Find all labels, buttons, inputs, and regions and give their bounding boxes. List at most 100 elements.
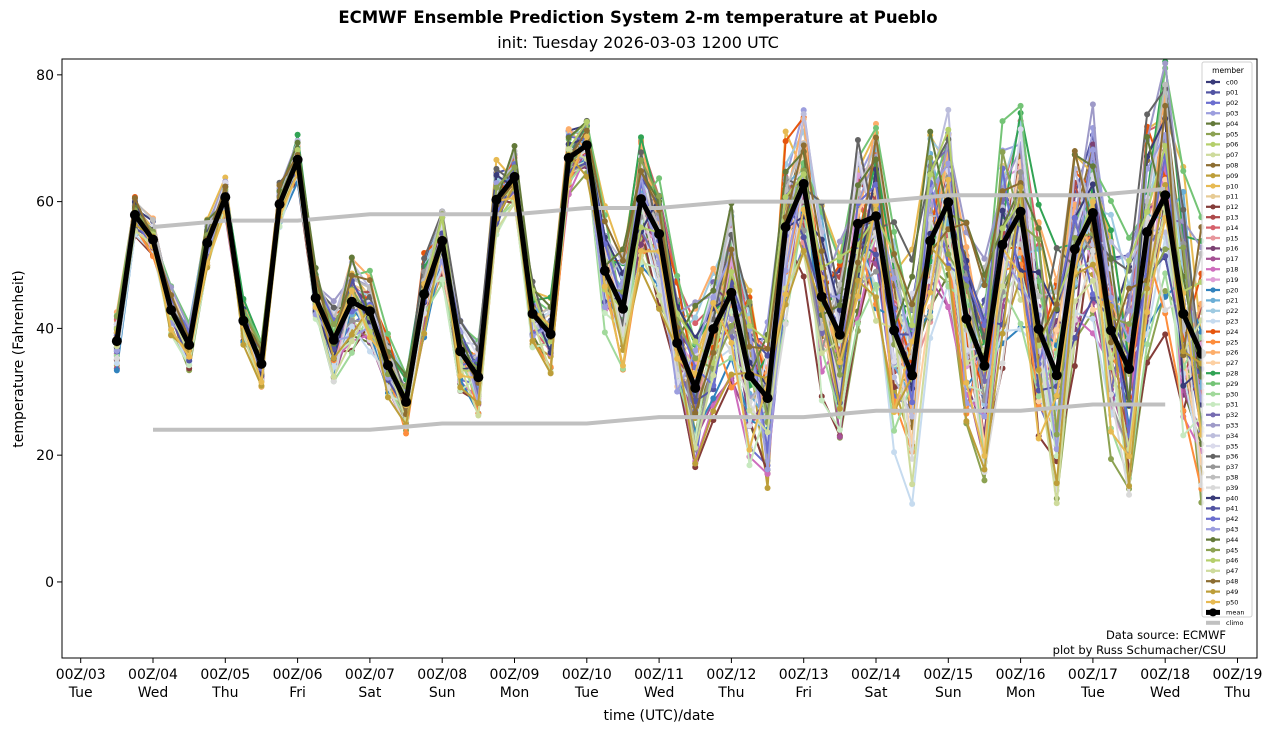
member-point bbox=[511, 143, 518, 150]
mean-point bbox=[672, 337, 683, 348]
member-point bbox=[1126, 453, 1133, 460]
member-point bbox=[728, 323, 735, 330]
legend-marker bbox=[1210, 485, 1216, 491]
legend-item-p06: p06 bbox=[1206, 141, 1238, 149]
member-point bbox=[1089, 181, 1096, 188]
legend-item-p39: p39 bbox=[1206, 484, 1238, 492]
member-point bbox=[619, 362, 626, 369]
member-point bbox=[583, 127, 590, 134]
legend-marker bbox=[1210, 329, 1216, 335]
member-point bbox=[999, 360, 1006, 367]
legend-marker bbox=[1210, 308, 1216, 314]
member-point bbox=[963, 276, 970, 283]
member-point bbox=[330, 304, 337, 311]
legend-label: p34 bbox=[1226, 432, 1238, 440]
legend-marker bbox=[1210, 381, 1216, 387]
member-point bbox=[186, 362, 193, 369]
y-tick-label: 0 bbox=[45, 575, 54, 591]
member-point bbox=[493, 165, 500, 172]
legend-item-p50: p50 bbox=[1206, 598, 1238, 606]
member-point bbox=[945, 303, 952, 310]
legend-item-p22: p22 bbox=[1206, 307, 1238, 315]
member-point bbox=[186, 353, 193, 360]
legend-item-p37: p37 bbox=[1206, 463, 1238, 471]
member-point bbox=[638, 157, 645, 164]
mean-point bbox=[419, 289, 430, 300]
member-point bbox=[800, 234, 807, 241]
x-tick-dow: Fri bbox=[289, 685, 306, 701]
mean-point bbox=[238, 315, 249, 326]
legend-marker bbox=[1210, 505, 1216, 511]
x-tick-label: 00Z/18 bbox=[1140, 667, 1190, 683]
member-point bbox=[1162, 143, 1169, 150]
mean-point bbox=[708, 324, 719, 335]
member-point bbox=[764, 352, 771, 359]
member-point bbox=[113, 367, 120, 374]
member-point bbox=[818, 397, 825, 404]
member-point bbox=[457, 384, 464, 391]
member-point bbox=[1089, 141, 1096, 148]
member-point bbox=[294, 131, 301, 138]
x-tick-label: 00Z/05 bbox=[200, 667, 250, 683]
member-point bbox=[294, 146, 301, 153]
member-point bbox=[927, 313, 934, 320]
member-point bbox=[963, 244, 970, 251]
member-point bbox=[1126, 483, 1133, 490]
mean-point bbox=[780, 221, 791, 232]
legend-title: member bbox=[1212, 66, 1245, 75]
member-point bbox=[927, 128, 934, 135]
x-tick-dow: Thu bbox=[717, 685, 744, 701]
member-point bbox=[601, 218, 608, 225]
mean-point bbox=[907, 370, 918, 381]
climo-high-line bbox=[152, 186, 1166, 229]
legend-label: p18 bbox=[1226, 266, 1238, 274]
mean-point bbox=[581, 140, 592, 151]
legend-item-p15: p15 bbox=[1206, 234, 1238, 242]
member-point bbox=[330, 378, 337, 385]
legend-marker bbox=[1210, 256, 1216, 262]
member-point bbox=[728, 316, 735, 323]
legend-marker bbox=[1210, 599, 1216, 605]
member-point bbox=[981, 282, 988, 289]
legend-item-p48: p48 bbox=[1206, 578, 1238, 586]
member-point bbox=[638, 248, 645, 255]
member-point bbox=[1180, 382, 1187, 389]
legend-item-p45: p45 bbox=[1206, 546, 1238, 554]
mean-point bbox=[925, 235, 936, 246]
legend-marker bbox=[1210, 433, 1216, 439]
legend-item-p24: p24 bbox=[1206, 328, 1238, 336]
x-tick-label: 00Z/12 bbox=[706, 667, 756, 683]
member-point bbox=[366, 334, 373, 341]
member-point bbox=[529, 337, 536, 344]
member-point bbox=[403, 430, 410, 437]
member-point bbox=[1162, 176, 1169, 183]
member-point bbox=[1107, 211, 1114, 218]
member-point bbox=[1071, 148, 1078, 155]
legend-marker bbox=[1210, 578, 1216, 584]
legend-label: p10 bbox=[1226, 182, 1238, 190]
mean-point bbox=[1160, 190, 1171, 201]
member-point bbox=[891, 374, 898, 381]
legend-item-p08: p08 bbox=[1206, 162, 1238, 170]
mean-point bbox=[184, 339, 195, 350]
member-point bbox=[1089, 146, 1096, 153]
legend-label: p30 bbox=[1226, 390, 1238, 398]
mean-point bbox=[364, 306, 375, 317]
member-point bbox=[873, 294, 879, 301]
member-point bbox=[818, 306, 825, 313]
member-point bbox=[891, 427, 898, 434]
member-point bbox=[800, 110, 807, 117]
legend-label: p23 bbox=[1226, 318, 1238, 326]
member-point bbox=[854, 137, 861, 144]
member-point bbox=[836, 405, 843, 412]
x-tick-label: 00Z/17 bbox=[1068, 667, 1118, 683]
member-point bbox=[710, 349, 717, 356]
member-point bbox=[348, 254, 355, 261]
member-point bbox=[909, 290, 916, 297]
legend-label: p26 bbox=[1226, 349, 1238, 357]
member-point bbox=[1180, 206, 1187, 213]
legend-item-p13: p13 bbox=[1206, 214, 1238, 222]
legend-label: p44 bbox=[1226, 536, 1238, 544]
member-point bbox=[565, 146, 572, 153]
y-axis: 0 20 40 60 80 bbox=[36, 68, 62, 591]
